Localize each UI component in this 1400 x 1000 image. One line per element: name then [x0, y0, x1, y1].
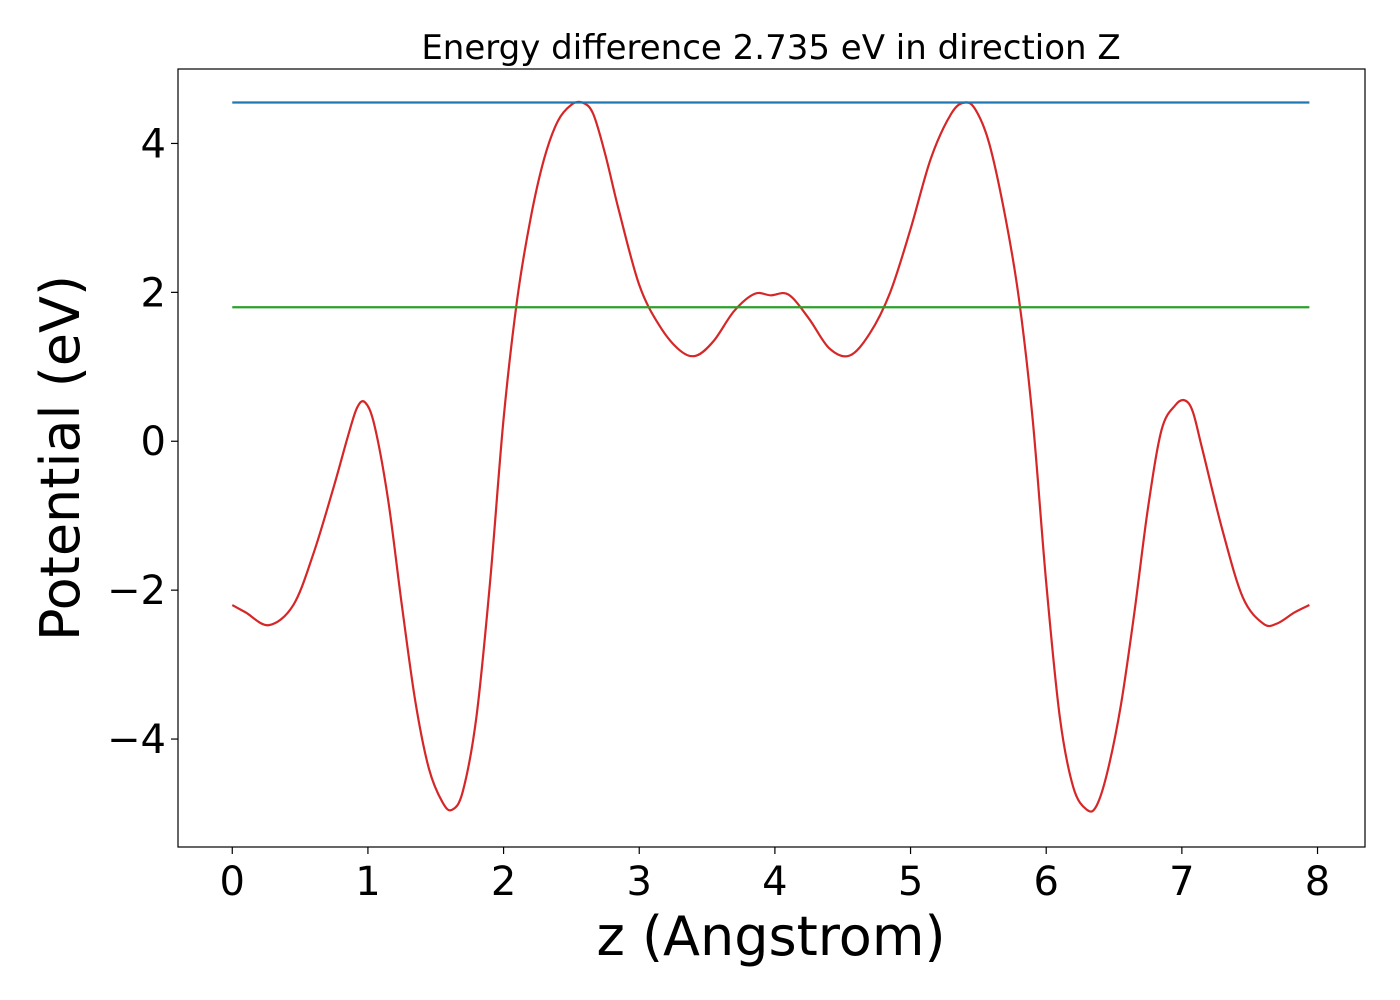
y-tick-label: 0 [141, 419, 166, 465]
x-tick-label: 3 [627, 859, 652, 905]
x-tick-label: 8 [1305, 859, 1330, 905]
x-tick-label: 7 [1169, 859, 1194, 905]
y-axis-label: Potential (eV) [29, 275, 92, 641]
x-tick-label: 2 [491, 859, 516, 905]
y-tick-label: 4 [141, 121, 166, 167]
plot-frame [177, 68, 1366, 848]
chart-title: Energy difference 2.735 eV in direction … [421, 28, 1120, 68]
x-axis-label: z (Angstrom) [596, 905, 945, 968]
y-tick-label: −2 [107, 568, 166, 614]
x-tick-label: 1 [355, 859, 380, 905]
x-tick-label: 6 [1033, 859, 1058, 905]
x-tick-label: 5 [898, 859, 923, 905]
plot-area [177, 68, 1366, 848]
x-tick-label: 0 [220, 859, 245, 905]
y-tick-label: 2 [141, 270, 166, 316]
x-tick-label: 4 [762, 859, 787, 905]
series-line-0 [231, 100, 1310, 813]
series-layer [231, 100, 1310, 813]
y-axis: −4 −2 0 2 4 [107, 121, 178, 763]
x-axis: 0 1 2 3 4 5 6 7 8 [220, 847, 1330, 905]
y-tick-label: −4 [107, 717, 166, 763]
